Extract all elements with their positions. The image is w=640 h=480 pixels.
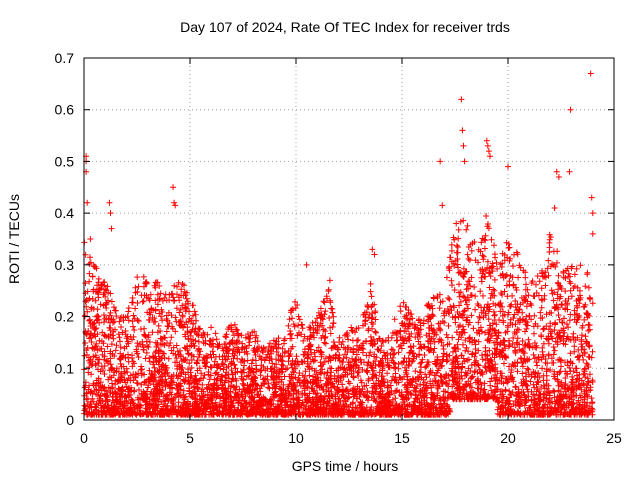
scatter-point	[371, 251, 378, 258]
x-tick-label: 5	[186, 430, 194, 446]
x-tick-labels: 0 5 10 15 20 25	[80, 430, 622, 446]
scatter-point	[589, 210, 596, 217]
scatter-point	[566, 168, 573, 175]
scatter-point	[459, 127, 466, 134]
scatter-point	[555, 173, 562, 180]
scatter-point	[483, 137, 490, 144]
scatter-point	[87, 236, 94, 242]
scatter-point	[553, 168, 560, 175]
scatter-point	[486, 153, 493, 160]
scatter-point	[303, 261, 310, 268]
scatter-point	[567, 106, 574, 113]
scatter-point	[485, 148, 492, 155]
plot-frame	[83, 57, 615, 421]
scatter-point	[484, 142, 491, 149]
y-tick-label: 0.5	[55, 153, 75, 169]
y-tick-label: 0.3	[55, 257, 75, 273]
y-tick-labels: 0 0.1 0.2 0.3 0.4 0.5 0.6 0.7	[55, 50, 75, 428]
scatter-point	[326, 277, 333, 284]
axis-ticks	[83, 57, 615, 421]
scatter-point	[108, 225, 115, 232]
y-tick-label: 0.4	[55, 205, 75, 221]
y-tick-label: 0	[66, 412, 74, 428]
x-tick-label: 25	[606, 430, 622, 446]
scatter-point	[589, 230, 596, 237]
scatter-point	[587, 70, 594, 77]
data-points	[81, 70, 596, 418]
scatter-point-cloud	[81, 213, 596, 418]
scatter-point	[107, 210, 114, 217]
scatter-point	[170, 184, 177, 191]
x-tick-label: 15	[394, 430, 410, 446]
scatter-point	[439, 202, 446, 209]
x-tick-label: 10	[288, 430, 304, 446]
y-tick-label: 0.7	[55, 50, 75, 66]
scatter-point	[106, 199, 113, 206]
scatter-point	[588, 194, 595, 201]
y-tick-label: 0.2	[55, 309, 75, 325]
y-tick-label: 0.1	[55, 360, 75, 376]
x-tick-label: 20	[500, 430, 516, 446]
scatter-point	[460, 142, 467, 149]
scatter-point	[505, 163, 511, 170]
scatter-point	[437, 158, 444, 165]
scatter-point	[171, 199, 178, 206]
y-axis-label: ROTI / TECUs	[6, 194, 22, 284]
x-tick-label: 0	[80, 430, 88, 446]
scatter-point	[172, 202, 179, 209]
scatter-point	[551, 204, 558, 211]
y-tick-label: 0.6	[55, 102, 75, 118]
scatter-point	[461, 158, 468, 165]
scatter-point	[458, 96, 465, 103]
x-axis-label: GPS time / hours	[292, 458, 399, 474]
scatter-point	[369, 246, 376, 253]
scatter-point	[84, 199, 91, 206]
chart-title: Day 107 of 2024, Rate Of TEC Index for r…	[180, 19, 510, 35]
